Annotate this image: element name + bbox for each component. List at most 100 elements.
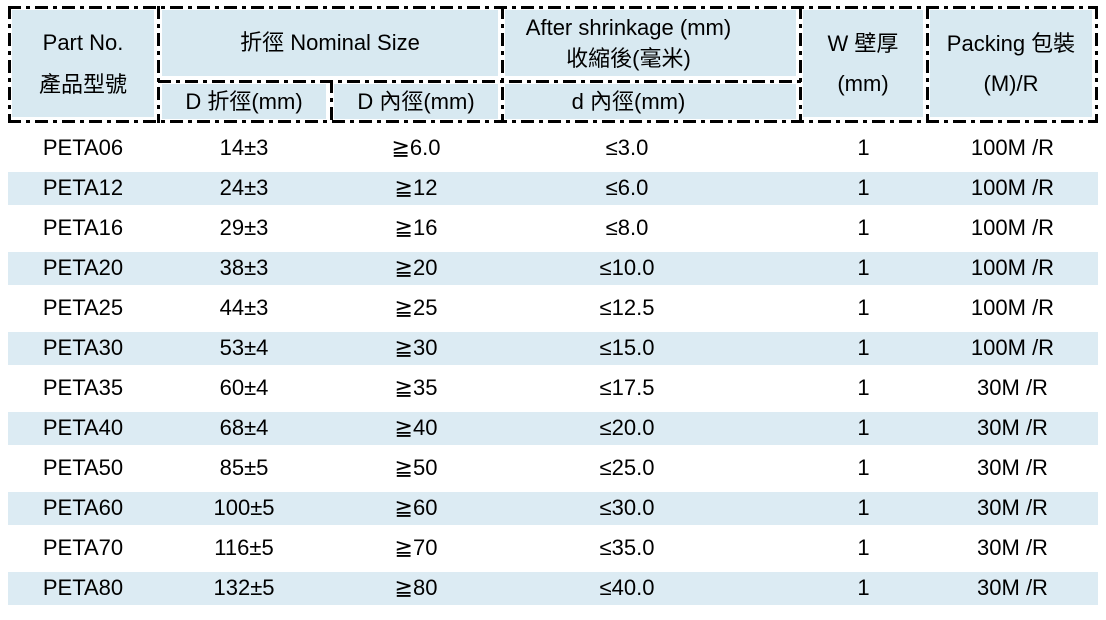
table-row: PETA50 85±5 ≧50 ≤25.0 1 30M /R — [8, 448, 1098, 488]
cell-d-inner: ≧25 — [394, 295, 438, 320]
cell-wall-thickness: 1 — [857, 535, 870, 560]
cell-part-no: PETA16 — [42, 215, 124, 240]
cell-packing: 30M /R — [977, 375, 1048, 400]
cell-wall-thickness: 1 — [857, 295, 870, 320]
cell-d-inner: ≧6.0 — [391, 135, 441, 160]
header-wall-thickness: W 壁厚 (mm) — [803, 10, 923, 117]
cell-part-no: PETA60 — [42, 495, 124, 520]
cell-part-no: PETA20 — [42, 255, 124, 280]
header-packing: Packing 包裝 (M)/R — [930, 10, 1092, 117]
dashed-border-col3 — [501, 6, 504, 123]
dashed-border-top — [8, 6, 1098, 9]
cell-d-small: ≤8.0 — [605, 215, 649, 240]
cell-wall-thickness: 1 — [857, 215, 870, 240]
header-wall-thickness-unit: (mm) — [837, 70, 889, 96]
cell-packing: 30M /R — [977, 455, 1048, 480]
cell-wall-thickness: 1 — [857, 335, 870, 360]
table-row: PETA40 68±4 ≧40 ≤20.0 1 30M /R — [8, 408, 1098, 448]
table-row: PETA30 53±4 ≧30 ≤15.0 1 100M /R — [8, 328, 1098, 368]
header-d-inner-label: D 內徑(mm) — [357, 88, 475, 114]
cell-packing: 100M /R — [970, 335, 1055, 360]
header-d-fold-label: D 折徑(mm) — [185, 88, 303, 114]
cell-d-inner: ≧20 — [394, 255, 438, 280]
dashed-border-left — [8, 6, 11, 123]
header-after-shrinkage-en: After shrinkage (mm) — [525, 15, 732, 40]
cell-d-inner: ≧80 — [394, 575, 438, 600]
cell-d-small: ≤3.0 — [605, 135, 649, 160]
cell-packing: 100M /R — [970, 255, 1055, 280]
cell-part-no: PETA25 — [42, 295, 124, 320]
cell-wall-thickness: 1 — [857, 495, 870, 520]
table-row: PETA16 29±3 ≧16 ≤8.0 1 100M /R — [8, 208, 1098, 248]
cell-wall-thickness: 1 — [857, 255, 870, 280]
cell-wall-thickness: 1 — [857, 175, 870, 200]
table-row: PETA06 14±3 ≧6.0 ≤3.0 1 100M /R — [8, 128, 1098, 168]
cell-part-no: PETA50 — [42, 455, 124, 480]
cell-d-small: ≤40.0 — [599, 575, 655, 600]
cell-d-inner: ≧12 — [394, 175, 438, 200]
cell-d-inner: ≧30 — [394, 335, 438, 360]
cell-wall-thickness: 1 — [857, 575, 870, 600]
cell-packing: 30M /R — [977, 495, 1048, 520]
cell-d-fold: 85±5 — [219, 455, 269, 480]
header-wall-thickness-label: W 壁厚 — [827, 31, 899, 56]
header-nominal-size-label: 折徑 Nominal Size — [240, 30, 420, 56]
header-after-shrinkage-zh: 收縮後(毫米) — [566, 45, 691, 71]
cell-part-no: PETA30 — [42, 335, 124, 360]
cell-part-no: PETA70 — [42, 535, 124, 560]
cell-d-small: ≤20.0 — [599, 415, 655, 440]
cell-part-no: PETA80 — [42, 575, 124, 600]
header-after-shrinkage: After shrinkage (mm) 收縮後(毫米) — [505, 10, 796, 76]
dashed-border-col5 — [926, 6, 929, 123]
cell-d-small: ≤10.0 — [599, 255, 655, 280]
header-d-small-inner: d 內徑(mm) — [505, 84, 796, 119]
cell-d-fold: 100±5 — [213, 495, 275, 520]
cell-wall-thickness: 1 — [857, 135, 870, 160]
table-row: PETA20 38±3 ≧20 ≤10.0 1 100M /R — [8, 248, 1098, 288]
dashed-border-col4 — [799, 6, 802, 123]
cell-part-no: PETA06 — [42, 135, 124, 160]
cell-d-fold: 14±3 — [219, 135, 269, 160]
cell-d-inner: ≧50 — [394, 455, 438, 480]
cell-d-fold: 24±3 — [219, 175, 269, 200]
table-row: PETA80 132±5 ≧80 ≤40.0 1 30M /R — [8, 568, 1098, 608]
cell-wall-thickness: 1 — [857, 415, 870, 440]
cell-d-fold: 116±5 — [214, 535, 274, 560]
header-d-fold-diameter: D 折徑(mm) — [162, 84, 326, 119]
header-nominal-size: 折徑 Nominal Size — [162, 10, 498, 76]
cell-part-no: PETA35 — [42, 375, 124, 400]
cell-packing: 100M /R — [970, 135, 1055, 160]
header-packing-label: Packing 包裝 — [946, 31, 1076, 56]
dashed-border-subheader — [158, 80, 802, 83]
header-part-no: Part No. 產品型號 — [12, 10, 154, 117]
cell-packing: 100M /R — [970, 175, 1055, 200]
cell-d-inner: ≧40 — [394, 415, 438, 440]
cell-d-fold: 60±4 — [219, 375, 269, 400]
table-row: PETA60 100±5 ≧60 ≤30.0 1 30M /R — [8, 488, 1098, 528]
dashed-border-header-bottom — [8, 120, 1098, 123]
cell-d-inner: ≧60 — [394, 495, 438, 520]
table-row: PETA12 24±3 ≧12 ≤6.0 1 100M /R — [8, 168, 1098, 208]
header-packing-unit: (M)/R — [983, 70, 1039, 96]
cell-packing: 30M /R — [977, 535, 1048, 560]
cell-d-fold: 53±4 — [219, 335, 269, 360]
header-part-no-zh: 產品型號 — [38, 71, 127, 97]
cell-d-small: ≤30.0 — [599, 495, 655, 520]
cell-packing: 30M /R — [977, 415, 1048, 440]
header-d-inner-diameter: D 內徑(mm) — [334, 84, 498, 119]
cell-d-small: ≤17.5 — [599, 375, 655, 400]
header-d-small-label: d 內徑(mm) — [571, 88, 686, 114]
cell-d-inner: ≧70 — [394, 535, 438, 560]
header-part-no-en: Part No. — [42, 30, 124, 55]
dashed-border-col2 — [330, 80, 333, 123]
cell-packing: 100M /R — [970, 295, 1055, 320]
cell-part-no: PETA12 — [42, 175, 124, 200]
cell-packing: 30M /R — [977, 575, 1048, 600]
dashed-border-col1 — [157, 6, 160, 123]
cell-packing: 100M /R — [970, 215, 1055, 240]
cell-d-small: ≤6.0 — [605, 175, 649, 200]
cell-d-fold: 38±3 — [219, 255, 269, 280]
cell-wall-thickness: 1 — [857, 455, 870, 480]
cell-d-small: ≤15.0 — [599, 335, 655, 360]
